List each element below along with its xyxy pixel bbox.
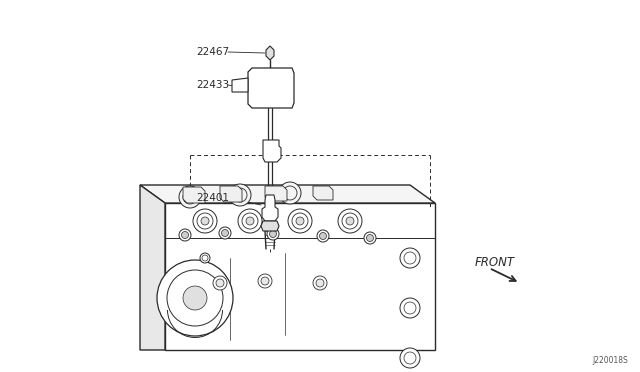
Text: 22467: 22467 <box>196 47 229 57</box>
Circle shape <box>233 188 247 202</box>
Circle shape <box>319 232 326 240</box>
Polygon shape <box>220 186 242 202</box>
Circle shape <box>266 146 276 156</box>
Circle shape <box>267 228 279 240</box>
Circle shape <box>258 274 272 288</box>
Circle shape <box>404 352 416 364</box>
Circle shape <box>193 209 217 233</box>
Circle shape <box>404 302 416 314</box>
Polygon shape <box>165 203 435 350</box>
Circle shape <box>296 217 304 225</box>
Circle shape <box>234 82 242 90</box>
Polygon shape <box>248 68 294 108</box>
Circle shape <box>283 186 297 200</box>
Circle shape <box>346 217 354 225</box>
Circle shape <box>167 270 223 326</box>
Circle shape <box>200 253 210 263</box>
Circle shape <box>264 80 280 96</box>
Circle shape <box>242 213 258 229</box>
Circle shape <box>183 286 207 310</box>
Circle shape <box>182 231 189 238</box>
Circle shape <box>404 252 416 264</box>
Circle shape <box>400 298 420 318</box>
Circle shape <box>288 209 312 233</box>
Circle shape <box>246 217 254 225</box>
Polygon shape <box>263 140 281 162</box>
Circle shape <box>179 186 201 208</box>
Polygon shape <box>183 187 205 203</box>
Polygon shape <box>265 186 287 201</box>
Circle shape <box>157 260 233 336</box>
Circle shape <box>313 276 327 290</box>
Circle shape <box>338 209 362 233</box>
Circle shape <box>219 227 231 239</box>
Text: FRONT: FRONT <box>475 257 515 269</box>
Polygon shape <box>266 46 274 60</box>
Circle shape <box>221 230 228 237</box>
Circle shape <box>197 213 213 229</box>
Circle shape <box>400 248 420 268</box>
Circle shape <box>316 279 324 287</box>
Circle shape <box>238 209 262 233</box>
Circle shape <box>229 184 251 206</box>
Circle shape <box>183 190 197 204</box>
Circle shape <box>269 231 276 237</box>
Polygon shape <box>140 185 435 203</box>
Circle shape <box>400 348 420 368</box>
Circle shape <box>216 279 224 287</box>
Polygon shape <box>261 221 279 231</box>
Circle shape <box>317 230 329 242</box>
Circle shape <box>364 232 376 244</box>
Circle shape <box>342 213 358 229</box>
Polygon shape <box>232 78 248 92</box>
Circle shape <box>367 234 374 241</box>
Circle shape <box>261 277 269 285</box>
Text: 22401: 22401 <box>196 193 229 203</box>
Polygon shape <box>313 186 333 200</box>
Circle shape <box>202 255 208 261</box>
Circle shape <box>213 276 227 290</box>
Circle shape <box>292 213 308 229</box>
Text: 22433: 22433 <box>196 80 229 90</box>
Circle shape <box>201 217 209 225</box>
Circle shape <box>279 182 301 204</box>
Polygon shape <box>140 185 165 350</box>
Polygon shape <box>262 195 278 221</box>
Text: J220018S: J220018S <box>592 356 628 365</box>
Circle shape <box>179 229 191 241</box>
